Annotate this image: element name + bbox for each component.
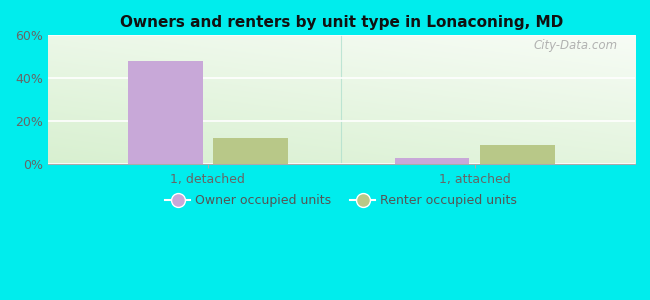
Bar: [213, 139, 288, 164]
Text: City-Data.com: City-Data.com: [533, 39, 618, 52]
Bar: [128, 61, 203, 164]
Legend: Owner occupied units, Renter occupied units: Owner occupied units, Renter occupied un…: [161, 189, 522, 212]
Bar: [480, 145, 555, 164]
Title: Owners and renters by unit type in Lonaconing, MD: Owners and renters by unit type in Lonac…: [120, 15, 563, 30]
Bar: [395, 158, 469, 164]
